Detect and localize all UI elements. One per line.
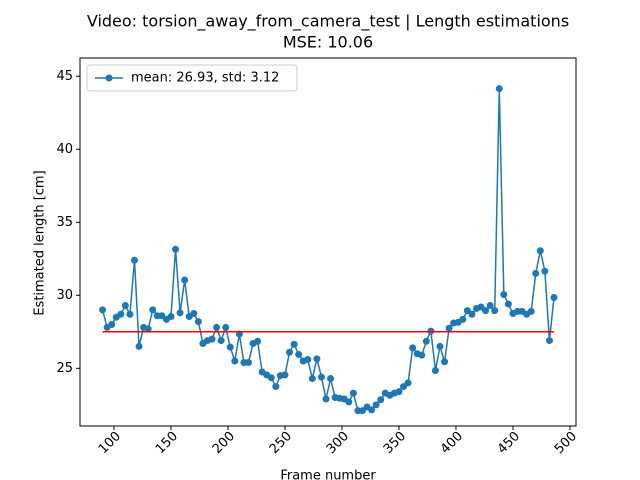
data-point [244,358,252,366]
data-point [322,395,330,403]
data-point [317,373,325,381]
data-point [272,383,280,391]
y-tick-label: 45 [56,69,73,84]
data-point [550,293,558,301]
data-point [495,85,503,93]
data-point [459,315,467,323]
legend-label: mean: 26.93, std: 3.12 [131,71,279,86]
data-point [409,344,417,352]
data-point [286,348,294,356]
data-point [541,267,549,275]
x-axis-label: Frame number [280,469,376,480]
data-point [504,300,512,308]
chart-title: Video: torsion_away_from_camera_test | L… [87,12,569,32]
data-point [126,310,134,318]
data-point [308,375,316,383]
y-axis-label: Estimated length [cm] [33,170,48,315]
data-point [532,269,540,277]
data-point [121,302,129,310]
data-point [491,307,499,315]
data-point [99,306,107,314]
data-point [445,324,453,332]
data-point [349,389,357,397]
data-point [108,321,116,329]
data-point [422,337,430,345]
legend-box [86,64,298,92]
data-point [130,256,138,264]
data-point [536,247,544,255]
data-point [527,307,535,315]
data-point [404,379,412,387]
data-point [172,245,180,253]
data-point [345,398,353,406]
data-point [135,342,143,350]
data-point [231,357,239,365]
y-tick-label: 25 [56,361,73,376]
data-point [441,358,449,366]
data-point [144,325,152,333]
chart-subtitle: MSE: 10.06 [283,33,373,52]
data-point [377,396,385,404]
data-point [194,318,202,326]
data-point [290,340,298,348]
data-point [372,401,380,409]
data-point [304,356,312,364]
data-point [368,406,376,414]
data-point [176,309,184,317]
data-point [222,323,230,331]
data-point [545,337,553,345]
data-point [436,342,444,350]
data-point [226,343,234,351]
data-point [313,355,321,363]
y-tick-label: 30 [56,288,73,303]
data-point [267,374,275,382]
data-point [295,350,303,358]
data-point [500,291,508,299]
data-point [468,310,476,318]
data-point [117,310,125,318]
data-point [395,388,403,396]
plot-area [79,57,577,427]
y-tick-label: 35 [56,215,73,230]
data-point [167,312,175,320]
data-point [486,302,494,310]
data-point [482,307,490,315]
data-point [327,375,335,383]
legend-marker [105,74,113,82]
data-point [149,306,157,314]
y-tick-label: 40 [56,142,73,157]
legend: mean: 26.93, std: 3.12 [86,64,298,92]
data-point [418,351,426,359]
data-point [254,337,262,345]
data-point [217,337,225,345]
data-point [213,323,221,331]
data-point [190,310,198,318]
data-point [181,276,189,284]
data-point [281,371,289,379]
data-point [208,335,216,343]
data-point [431,367,439,375]
